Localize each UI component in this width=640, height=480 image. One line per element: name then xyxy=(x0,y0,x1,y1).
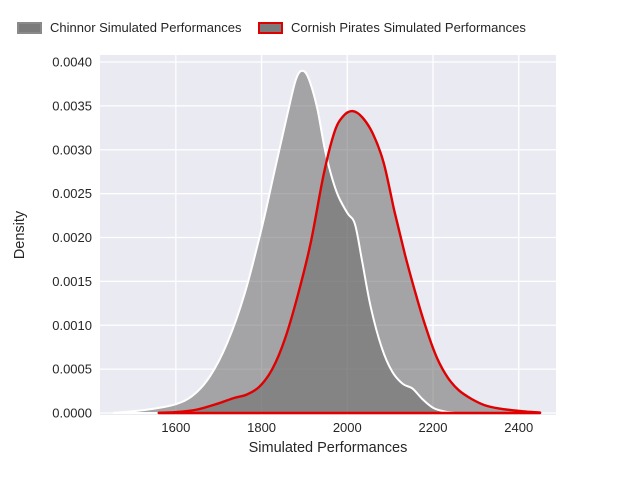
x-tick-label: 1800 xyxy=(247,420,276,435)
y-tick-label: 0.0035 xyxy=(52,98,92,113)
y-tick-label: 0.0025 xyxy=(52,186,92,201)
cornish-density-fill xyxy=(158,111,541,413)
legend-item-chinnor: Chinnor Simulated Performances xyxy=(17,20,241,36)
x-tick-label: 2000 xyxy=(333,420,362,435)
y-tick-label: 0.0010 xyxy=(52,318,92,333)
x-axis-title: Simulated Performances xyxy=(249,440,408,456)
legend-label-chinnor: Chinnor Simulated Performances xyxy=(50,20,242,35)
legend-label-cornish: Cornish Pirates Simulated Performances xyxy=(291,20,526,35)
cornish-density-line xyxy=(157,109,542,415)
y-tick-label: 0.0015 xyxy=(52,274,92,289)
x-tick-label: 1600 xyxy=(161,420,190,435)
x-tick-label: 2200 xyxy=(419,420,448,435)
y-tick-label: 0.0000 xyxy=(52,406,92,421)
y-tick-label: 0.0040 xyxy=(52,55,92,70)
legend-swatch-cornish xyxy=(258,22,283,34)
legend-swatch-chinnor xyxy=(17,22,42,34)
density-curves xyxy=(112,69,542,415)
x-tick-label: 2400 xyxy=(504,420,533,435)
y-tick-label: 0.0005 xyxy=(52,362,92,377)
y-tick-label: 0.0020 xyxy=(52,230,92,245)
legend: Chinnor Simulated Performances Cornish P… xyxy=(0,0,640,46)
y-tick-label: 0.0030 xyxy=(52,142,92,157)
chinnor-density-line xyxy=(112,69,455,414)
legend-item-cornish: Cornish Pirates Simulated Performances xyxy=(258,20,526,36)
y-axis-title: Density xyxy=(12,210,28,259)
